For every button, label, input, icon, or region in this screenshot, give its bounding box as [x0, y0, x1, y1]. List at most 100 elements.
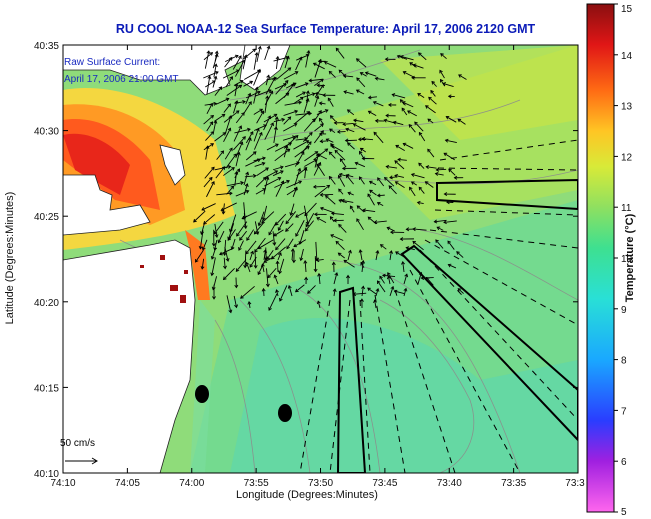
- current-arrow-head: [234, 83, 239, 87]
- current-arrow: [394, 290, 405, 295]
- current-arrow: [243, 212, 247, 229]
- current-arrow: [356, 58, 367, 68]
- current-arrow-head: [313, 212, 318, 217]
- current-arrow: [263, 115, 271, 131]
- current-arrow-head: [414, 121, 418, 126]
- current-arrow: [283, 83, 295, 98]
- current-arrow: [227, 229, 236, 241]
- current-arrow: [201, 203, 216, 211]
- current-arrow-head: [267, 115, 272, 120]
- current-arrow: [216, 192, 233, 196]
- current-arrow-head: [227, 237, 232, 241]
- x-tick-label: 73:50: [308, 478, 333, 489]
- current-arrow-head: [249, 131, 254, 135]
- current-arrow-head: [416, 200, 421, 205]
- current-arrow: [324, 61, 337, 68]
- current-arrow: [350, 205, 355, 213]
- current-arrow: [426, 166, 437, 169]
- current-arrow: [245, 240, 257, 255]
- current-arrow-head: [404, 273, 409, 278]
- current-arrow-head: [275, 260, 280, 265]
- current-arrow: [231, 238, 236, 250]
- current-arrow-head: [221, 113, 226, 118]
- current-arrow: [283, 110, 298, 116]
- current-arrow: [206, 103, 213, 114]
- current-arrow-head: [235, 268, 240, 272]
- current-arrow-head: [211, 181, 215, 185]
- current-arrow-head: [315, 258, 320, 263]
- current-arrow-head: [227, 164, 232, 169]
- current-arrow: [294, 111, 310, 124]
- current-arrow: [319, 102, 326, 105]
- current-arrow-head: [257, 245, 262, 250]
- current-arrow-head: [330, 142, 334, 147]
- current-arrow-head: [316, 83, 321, 88]
- current-arrow: [418, 162, 425, 169]
- current-arrow-head: [324, 195, 329, 199]
- current-arrow-head: [218, 86, 223, 90]
- current-arrow: [264, 46, 270, 61]
- current-arrow: [253, 124, 267, 131]
- x-tick-label: 73:45: [372, 478, 397, 489]
- current-arrow: [330, 234, 344, 241]
- radial-line: [409, 269, 521, 473]
- current-arrow-head: [405, 246, 410, 251]
- current-arrow: [368, 96, 378, 99]
- current-arrow: [302, 141, 312, 152]
- current-arrow: [268, 293, 278, 311]
- current-arrow: [307, 285, 316, 294]
- radial-line: [429, 229, 578, 249]
- current-arrow-head: [389, 175, 393, 180]
- colorbar-label: Temperature (°C): [624, 213, 636, 303]
- current-arrow-head: [284, 79, 289, 84]
- current-arrow: [338, 188, 344, 195]
- current-arrow: [426, 277, 434, 286]
- current-arrow-head: [320, 123, 324, 128]
- current-arrow-head: [234, 284, 239, 289]
- current-arrow: [256, 46, 261, 63]
- current-arrow: [233, 136, 246, 151]
- radial-line: [437, 167, 578, 171]
- current-arrow: [214, 223, 218, 238]
- current-arrow-head: [213, 101, 218, 106]
- y-tick-label: 40:25: [34, 212, 59, 223]
- current-arrow-head: [444, 138, 449, 143]
- current-arrow-head: [305, 140, 310, 144]
- current-arrow: [265, 75, 270, 86]
- current-arrow-head: [286, 179, 290, 184]
- current-arrow-head: [353, 118, 357, 123]
- current-arrow-head: [303, 259, 308, 264]
- current-arrow-head: [279, 170, 284, 174]
- current-arrow-head: [385, 164, 390, 169]
- current-arrow: [264, 96, 268, 114]
- current-arrow-head: [238, 125, 243, 130]
- current-arrow-head: [336, 129, 341, 134]
- current-arrow: [234, 60, 245, 77]
- current-arrow: [417, 93, 425, 99]
- current-arrow-head: [458, 74, 462, 78]
- current-arrow-head: [298, 56, 303, 61]
- current-arrow-head: [271, 77, 276, 82]
- current-arrow-head: [436, 226, 441, 231]
- current-arrow: [249, 256, 257, 268]
- current-arrow-head: [329, 115, 334, 119]
- current-arrow-head: [290, 248, 295, 252]
- current-arrow-head: [359, 147, 364, 152]
- current-arrow-head: [335, 47, 340, 52]
- current-arrow: [427, 148, 435, 158]
- current-arrow-head: [220, 150, 225, 155]
- current-arrow: [313, 110, 322, 123]
- current-arrow-head: [394, 160, 398, 164]
- y-axis-ticks: 40:35 40:30 40:25 40:20 40:15 40:10: [34, 41, 578, 480]
- current-arrow-head: [375, 287, 380, 292]
- current-arrow-head: [274, 222, 279, 226]
- current-arrow: [253, 128, 259, 142]
- current-arrow: [387, 227, 395, 232]
- current-arrow-head: [405, 227, 410, 232]
- x-axis-ticks: 74:10 74:05 74:00 73:55 73:50 73:45 73:40 73:35…: [50, 45, 585, 489]
- current-arrow-head: [346, 274, 351, 279]
- current-arrow: [245, 151, 257, 161]
- current-arrow-head: [315, 95, 320, 100]
- current-arrow: [232, 55, 242, 70]
- current-arrow: [203, 177, 213, 188]
